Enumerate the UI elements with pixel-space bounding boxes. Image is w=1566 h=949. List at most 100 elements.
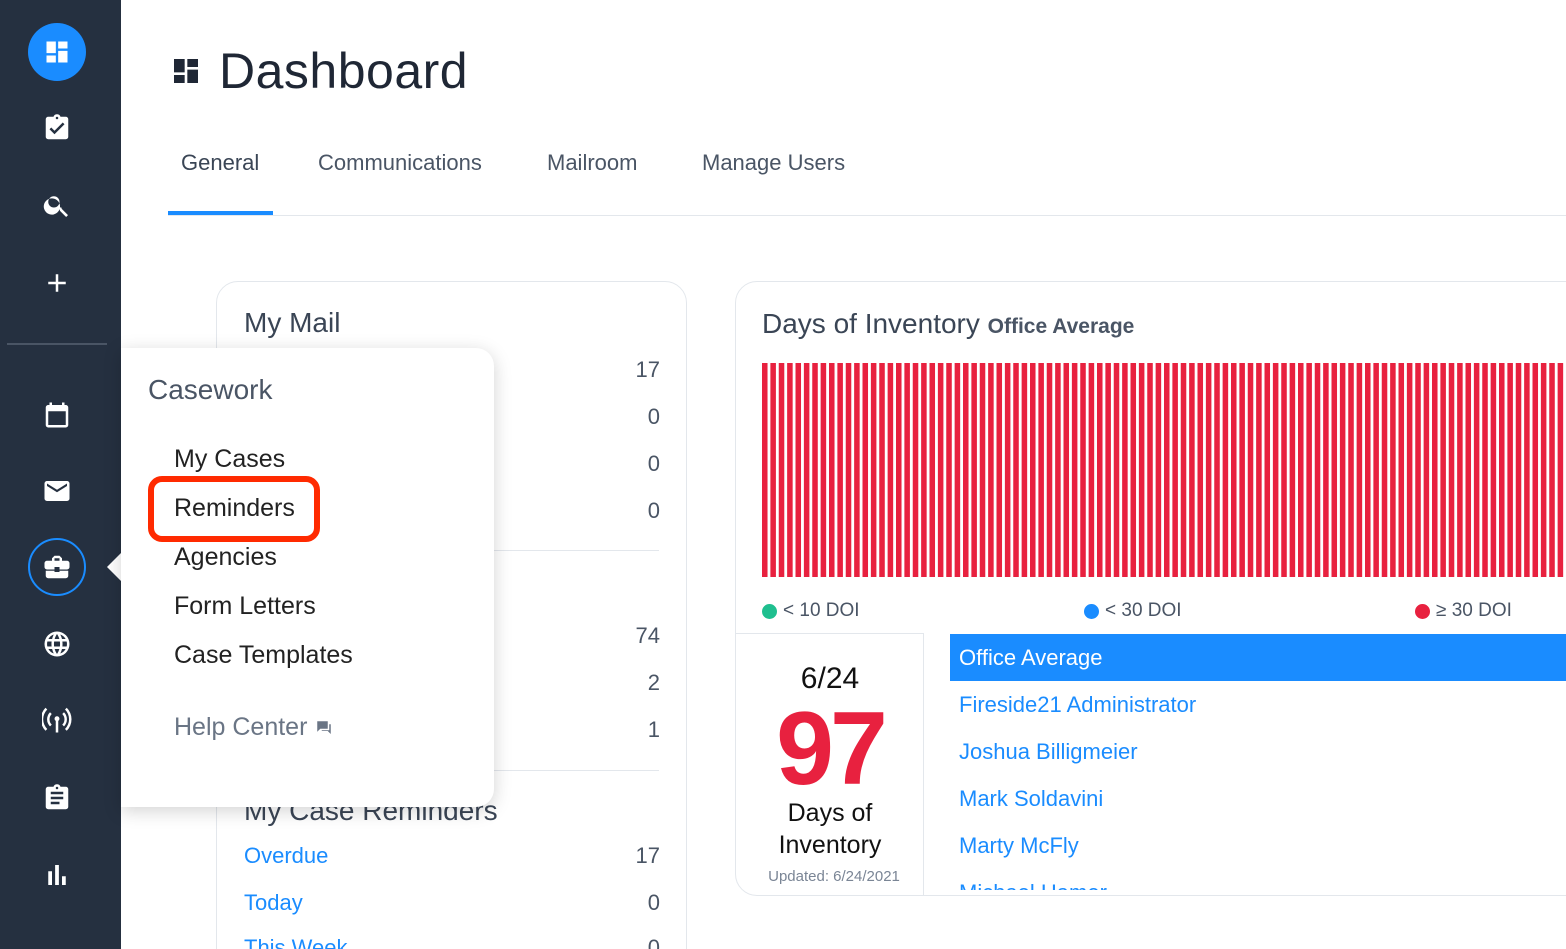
menu-item-help-center[interactable]: Help Center <box>174 713 333 742</box>
chart-bar[interactable] <box>1172 363 1178 577</box>
chart-bar[interactable] <box>1038 363 1044 577</box>
chart-bar[interactable] <box>862 363 869 577</box>
reminder-overdue-link[interactable]: Overdue <box>244 843 329 868</box>
chart-bar[interactable] <box>912 363 919 577</box>
dashboard-icon[interactable] <box>28 23 86 81</box>
chart-bar[interactable] <box>820 363 827 577</box>
chart-bar[interactable] <box>845 363 852 577</box>
chart-bar[interactable] <box>1448 363 1455 577</box>
chart-bar[interactable] <box>1482 363 1488 577</box>
chart-bar[interactable] <box>1164 363 1170 577</box>
chart-bar[interactable] <box>1272 363 1279 577</box>
chart-bar[interactable] <box>1046 363 1053 577</box>
chart-bar[interactable] <box>778 363 785 577</box>
tab-general[interactable]: General <box>181 150 260 175</box>
list-item[interactable]: Mark Soldavini <box>959 786 1104 811</box>
menu-item-case-templates[interactable]: Case Templates <box>174 641 353 669</box>
chart-bar[interactable] <box>1532 363 1539 577</box>
chart-bar[interactable] <box>1189 363 1195 577</box>
chart-bar[interactable] <box>1365 363 1371 577</box>
chart-bar[interactable] <box>946 363 952 577</box>
chart-bar[interactable] <box>1097 363 1103 577</box>
chart-bar[interactable] <box>1105 363 1111 577</box>
chart-bar[interactable] <box>803 363 810 577</box>
clipboard-check-icon[interactable] <box>27 98 87 158</box>
reminder-today-link[interactable]: Today <box>244 890 303 915</box>
calendar-icon[interactable] <box>27 385 87 445</box>
broadcast-icon[interactable] <box>27 690 87 750</box>
tab-manage-users[interactable]: Manage Users <box>702 150 846 175</box>
chart-bar[interactable] <box>1197 363 1204 577</box>
plus-icon[interactable] <box>27 253 87 313</box>
chart-bar[interactable] <box>1465 363 1472 577</box>
bar-chart-icon[interactable] <box>27 845 87 905</box>
tab-communications[interactable]: Communications <box>318 150 482 175</box>
list-item[interactable]: Office Average <box>950 634 1566 681</box>
chart-bar[interactable] <box>1432 363 1438 577</box>
chart-bar[interactable] <box>1323 363 1329 577</box>
chart-bar[interactable] <box>887 363 894 577</box>
chart-bar[interactable] <box>854 363 860 577</box>
chart-bar[interactable] <box>954 363 961 577</box>
chart-bar[interactable] <box>829 363 835 577</box>
chart-bar[interactable] <box>1406 363 1413 577</box>
tab-mailroom[interactable]: Mailroom <box>547 150 638 175</box>
chart-bar[interactable] <box>1138 363 1145 577</box>
list-item[interactable]: Marty McFly <box>959 833 1079 858</box>
menu-item-reminders[interactable]: Reminders <box>174 494 295 522</box>
chart-bar[interactable] <box>921 363 927 577</box>
chart-bar[interactable] <box>1390 363 1396 577</box>
chart-bar[interactable] <box>1499 363 1505 577</box>
chart-bar[interactable] <box>812 363 818 577</box>
chart-bar[interactable] <box>870 363 877 577</box>
chart-bar[interactable] <box>1314 363 1321 577</box>
mail-icon[interactable] <box>27 461 87 521</box>
chart-bar[interactable] <box>787 363 793 577</box>
chart-bar[interactable] <box>1524 363 1530 577</box>
search-icon[interactable] <box>27 175 87 235</box>
chart-bar[interactable] <box>996 363 1003 577</box>
chart-bar[interactable] <box>1281 363 1287 577</box>
chart-bar[interactable] <box>1155 363 1162 577</box>
chart-bar[interactable] <box>1356 363 1363 577</box>
chart-bar[interactable] <box>837 363 843 577</box>
chart-bar[interactable] <box>1339 363 1346 577</box>
chart-bar[interactable] <box>1063 363 1070 577</box>
chart-bar[interactable] <box>1055 363 1061 577</box>
chart-bar[interactable] <box>1030 363 1036 577</box>
chart-bar[interactable] <box>795 363 802 577</box>
chart-bar[interactable] <box>1122 363 1128 577</box>
chart-bar[interactable] <box>1515 363 1522 577</box>
chart-bar[interactable] <box>1247 363 1254 577</box>
chart-bar[interactable] <box>1348 363 1354 577</box>
chart-bar[interactable] <box>1507 363 1513 577</box>
list-item[interactable]: Joshua Billigmeier <box>959 739 1138 764</box>
chart-bar[interactable] <box>1147 363 1153 577</box>
chart-bar[interactable] <box>1239 363 1245 577</box>
list-item[interactable]: Fireside21 Administrator <box>959 692 1197 717</box>
chart-bar[interactable] <box>1540 363 1547 577</box>
chart-bar[interactable] <box>1298 363 1304 577</box>
chart-bar[interactable] <box>1306 363 1312 577</box>
chart-bar[interactable] <box>896 363 902 577</box>
chart-bar[interactable] <box>979 363 986 577</box>
chart-bar[interactable] <box>1088 363 1095 577</box>
chart-bar[interactable] <box>1423 363 1430 577</box>
chart-bar[interactable] <box>1381 363 1388 577</box>
chart-bar[interactable] <box>1205 363 1212 577</box>
chart-bar[interactable] <box>904 363 910 577</box>
chart-bar[interactable] <box>1222 363 1229 577</box>
clipboard-list-icon[interactable] <box>27 768 87 828</box>
chart-bar[interactable] <box>1440 363 1446 577</box>
chart-bar[interactable] <box>1557 363 1564 577</box>
globe-icon[interactable] <box>27 614 87 674</box>
chart-bar[interactable] <box>1004 363 1011 577</box>
chart-bar[interactable] <box>1398 363 1405 577</box>
chart-bar[interactable] <box>937 363 944 577</box>
chart-bar[interactable] <box>1490 363 1497 577</box>
chart-bar[interactable] <box>1331 363 1338 577</box>
chart-bar[interactable] <box>971 363 977 577</box>
chart-bar[interactable] <box>1130 363 1137 577</box>
chart-bar[interactable] <box>1013 363 1019 577</box>
chart-bar[interactable] <box>1373 363 1379 577</box>
